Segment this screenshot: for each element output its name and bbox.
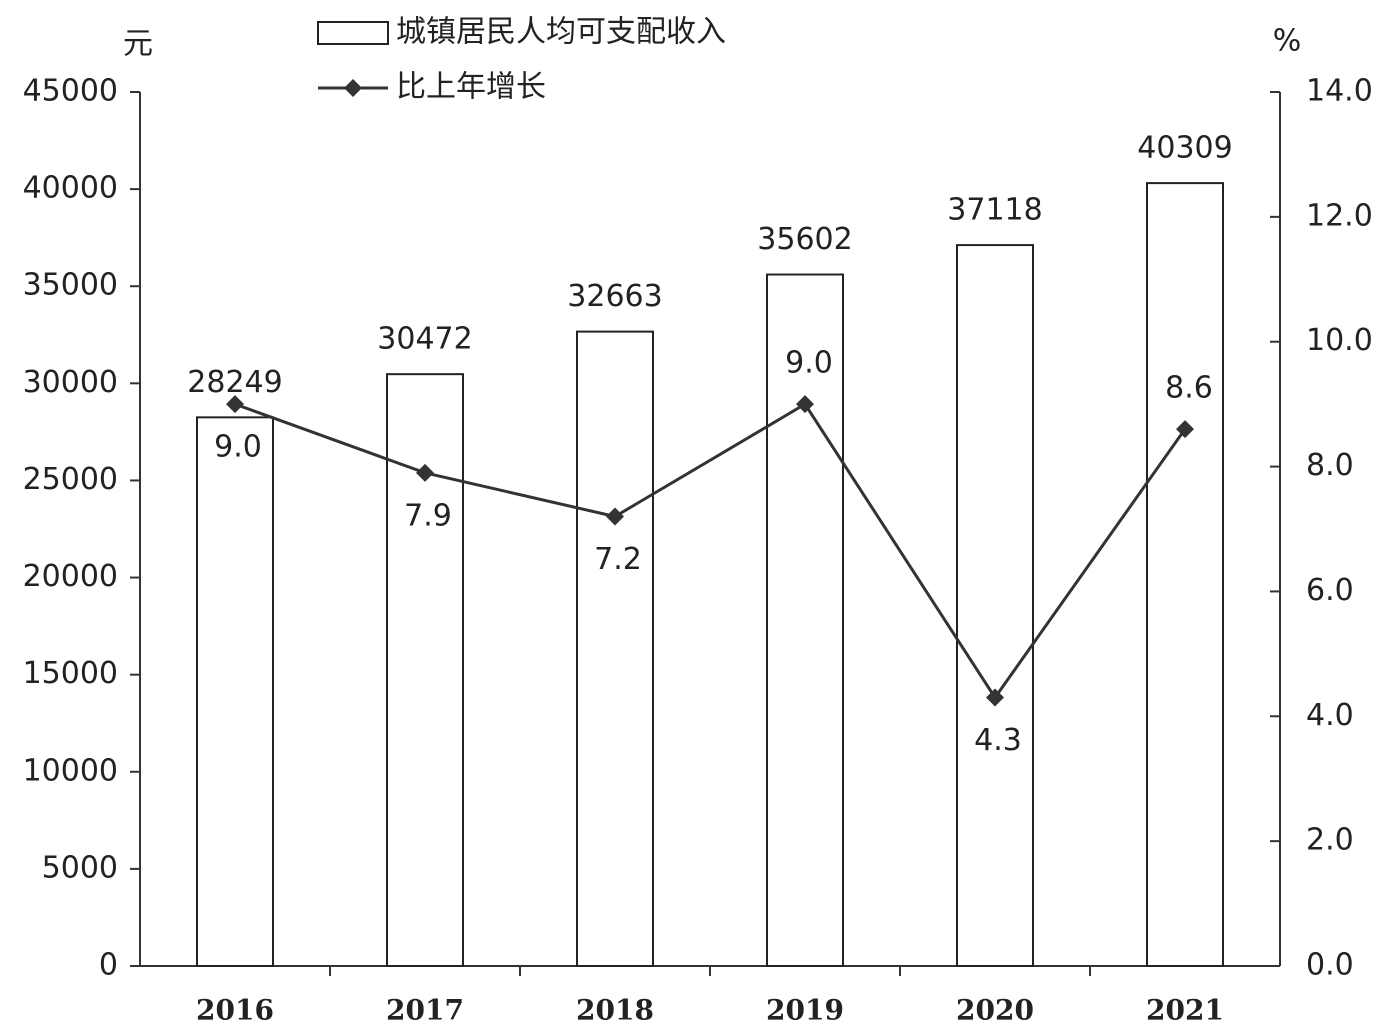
x-tick-label: 2020 — [956, 994, 1034, 1027]
y-tick-label: 15000 — [23, 656, 118, 691]
y2-tick-label: 6.0 — [1306, 573, 1354, 608]
y-tick-label: 35000 — [23, 268, 118, 303]
line-label: 7.2 — [594, 542, 642, 577]
bar-label: 30472 — [377, 322, 472, 357]
y2-tick-label: 0.0 — [1306, 948, 1354, 983]
legend-marker — [344, 79, 362, 97]
line-label: 9.0 — [214, 430, 262, 465]
legend-label: 比上年增长 — [396, 70, 546, 105]
y-tick-label: 30000 — [23, 365, 118, 400]
y-tick-label: 20000 — [23, 559, 118, 594]
y2-tick-label: 14.0 — [1306, 74, 1373, 109]
line — [234, 402, 1187, 701]
y2-tick-label: 10.0 — [1306, 323, 1373, 358]
y-tick-label: 10000 — [23, 753, 118, 788]
x-tick-label: 2016 — [196, 994, 274, 1027]
bar-label: 37118 — [947, 193, 1042, 228]
bar-label: 35602 — [757, 222, 852, 257]
y-axis-label: 元 — [123, 27, 153, 62]
marker — [986, 688, 1004, 707]
x-tick-label: 2018 — [576, 994, 654, 1027]
line-label: 9.0 — [785, 346, 833, 381]
marker — [1176, 420, 1194, 439]
y2-tick-label: 8.0 — [1306, 448, 1354, 483]
line-label: 7.9 — [404, 498, 452, 533]
bar-label: 28249 — [187, 365, 282, 400]
legend-swatch — [317, 21, 389, 45]
y2-tick-label: 2.0 — [1306, 823, 1354, 858]
marker — [226, 395, 244, 414]
bar — [196, 416, 274, 967]
line-label: 8.6 — [1165, 371, 1213, 406]
y-tick-label: 40000 — [23, 171, 118, 206]
marker — [416, 463, 434, 482]
marker — [606, 507, 624, 526]
x-tick-label: 2017 — [386, 994, 464, 1027]
y2-tick-label: 12.0 — [1306, 198, 1373, 233]
marker — [796, 395, 814, 414]
x-tick-label: 2019 — [766, 994, 844, 1027]
x-tick-label: 2021 — [1146, 994, 1224, 1027]
bar-label: 40309 — [1137, 131, 1232, 166]
bar — [1146, 182, 1224, 968]
y2-axis-label: % — [1273, 24, 1302, 59]
y-tick-label: 0 — [99, 948, 118, 983]
line-label: 4.3 — [974, 723, 1022, 758]
y-tick-label: 45000 — [23, 74, 118, 109]
bar — [956, 244, 1034, 968]
y-tick-label: 25000 — [23, 462, 118, 497]
bar-label: 32663 — [567, 279, 662, 314]
bar — [766, 273, 844, 967]
y2-tick-label: 4.0 — [1306, 698, 1354, 733]
y-tick-label: 5000 — [42, 850, 118, 885]
legend-label: 城镇居民人均可支配收入 — [396, 15, 726, 50]
bar — [576, 330, 654, 968]
